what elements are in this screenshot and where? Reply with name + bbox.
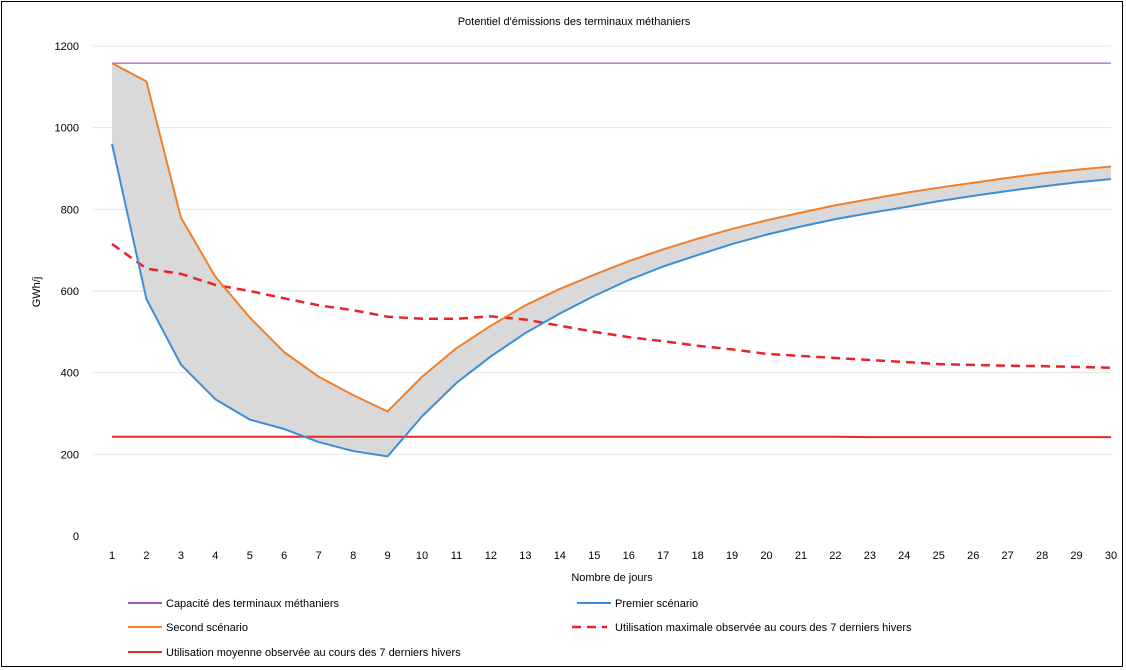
x-tick-label: 26 xyxy=(967,550,979,562)
x-tick-label: 7 xyxy=(316,550,322,562)
x-tick-label: 12 xyxy=(485,550,497,562)
x-tick-label: 24 xyxy=(898,550,910,562)
x-tick-label: 21 xyxy=(795,550,807,562)
y-tick-label: 800 xyxy=(61,204,79,216)
x-tick-label: 28 xyxy=(1036,550,1048,562)
legend: Capacité des terminaux méthaniers Premier… xyxy=(128,598,912,659)
x-axis-title: Nombre de jours xyxy=(571,572,653,584)
legend-label: Utilisation maximale observée au cours d… xyxy=(615,622,912,634)
y-tick-label: 600 xyxy=(61,286,79,298)
x-tick-label: 20 xyxy=(760,550,772,562)
series-line xyxy=(111,243,1112,370)
x-tick-label: 8 xyxy=(350,550,356,562)
x-tick-label: 30 xyxy=(1105,550,1117,562)
x-tick-label: 14 xyxy=(554,550,566,562)
x-tick-label: 18 xyxy=(691,550,703,562)
x-tick-label: 29 xyxy=(1070,550,1082,562)
x-tick-label: 25 xyxy=(933,550,945,562)
x-tick-label: 6 xyxy=(281,550,287,562)
legend-label: Utilisation moyenne observée au cours de… xyxy=(166,647,461,659)
y-tick-label: 400 xyxy=(61,368,79,380)
series-line xyxy=(111,62,1112,413)
y-tick-labels: 0 200 400 600 800 1000 1200 xyxy=(55,41,79,543)
legend-label: Second scénario xyxy=(166,622,248,634)
scenario-band xyxy=(112,63,1111,457)
chart-title: Potentiel d'émissions des terminaux méth… xyxy=(458,16,691,28)
x-tick-label: 23 xyxy=(864,550,876,562)
y-axis-title: GWh/j xyxy=(31,277,43,308)
x-tick-label: 9 xyxy=(385,550,391,562)
series-line xyxy=(111,143,1112,458)
x-tick-label: 22 xyxy=(829,550,841,562)
x-tick-labels: 1 2 3 4 5 6 7 8 9 10 11 12 13 14 15 16 17 18 19 20 21 22 23 24 2… xyxy=(109,550,1117,562)
x-tick-label: 17 xyxy=(657,550,669,562)
x-tick-label: 13 xyxy=(519,550,531,562)
x-tick-label: 4 xyxy=(212,550,218,562)
y-tick-label: 0 xyxy=(73,531,79,543)
x-tick-label: 15 xyxy=(588,550,600,562)
x-tick-label: 10 xyxy=(416,550,428,562)
x-tick-label: 16 xyxy=(623,550,635,562)
x-tick-label: 3 xyxy=(178,550,184,562)
series-lines xyxy=(111,62,1112,458)
y-tick-label: 200 xyxy=(61,449,79,461)
x-tick-label: 11 xyxy=(451,550,462,562)
x-tick-label: 27 xyxy=(1002,550,1014,562)
x-tick-label: 2 xyxy=(143,550,149,562)
legend-label: Capacité des terminaux méthaniers xyxy=(166,598,340,610)
scenario-band-area xyxy=(112,63,1111,457)
x-tick-label: 1 xyxy=(109,550,115,562)
x-tick-label: 5 xyxy=(247,550,253,562)
y-tick-label: 1200 xyxy=(55,41,79,53)
y-tick-label: 1000 xyxy=(55,123,79,135)
x-tick-label: 19 xyxy=(726,550,738,562)
legend-label: Premier scénario xyxy=(615,598,698,610)
